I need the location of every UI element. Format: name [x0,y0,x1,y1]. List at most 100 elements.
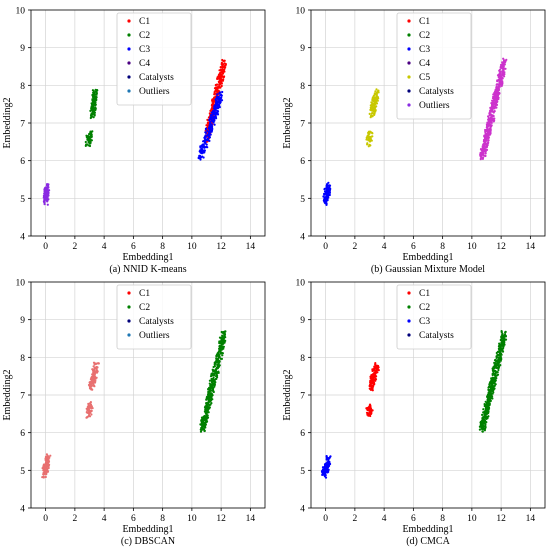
data-point [218,83,221,87]
data-point [499,72,502,75]
data-point [366,143,369,146]
data-point [212,113,215,116]
data-point [486,133,489,136]
data-point [492,120,495,123]
data-point [489,110,492,113]
y-tick-label: 5 [300,195,305,205]
data-point [222,60,225,63]
data-point [205,124,208,127]
data-point [218,102,222,105]
data-point [87,408,90,411]
data-point [480,424,483,427]
data-point [500,347,503,350]
x-tick-label: 2 [73,242,78,252]
data-point [323,190,327,193]
data-point [216,371,219,374]
x-tick-label: 8 [160,514,165,524]
data-point [224,64,227,67]
legend-marker [127,75,131,79]
data-point [368,140,372,143]
chart-panel-3: 0 2 4 6 8 10 12 14 4 5 6 7 8 9 10 Embedding1 Embedding2 (… [2,279,266,547]
legend-label: C4 [419,59,430,69]
data-point [89,410,92,413]
legend-marker [407,75,411,79]
data-point [210,126,213,129]
legend-marker [407,89,411,93]
data-point [326,461,329,464]
data-point [327,194,330,197]
y-tick-label: 8 [300,82,305,92]
data-point [490,389,493,392]
data-point [502,68,505,71]
data-point [483,143,486,147]
data-point [222,72,225,75]
y-tick-label: 9 [20,44,25,54]
data-point [490,387,493,390]
data-point [46,200,49,203]
x-tick-label: 12 [496,514,506,524]
data-point [216,97,219,100]
data-point [211,119,214,122]
y-tick-label: 7 [20,120,25,130]
data-point [223,333,227,336]
data-point [487,388,490,391]
x-tick-label: 4 [102,514,107,524]
data-point [329,187,332,191]
data-point [503,59,506,62]
data-point [214,104,217,107]
data-point [95,93,98,96]
x-tick-label: 14 [246,514,256,524]
data-point [498,92,501,95]
data-point [94,381,97,384]
legend-label: C2 [139,303,150,313]
data-point [94,106,97,109]
data-point [215,377,218,380]
data-point [215,375,218,378]
chart-panel-1: 0 2 4 6 8 10 12 14 4 5 6 7 8 9 10 Embedding1 Embedding2 (… [2,7,266,275]
data-point [209,393,212,396]
y-axis-label: Embedding2 [282,97,293,148]
data-point [220,348,223,351]
data-point [198,154,201,157]
data-point [94,362,98,365]
y-tick-label: 4 [20,233,25,243]
legend-marker [407,47,411,51]
data-point [375,101,378,104]
data-point [479,158,482,161]
legend-label: Catalysts [419,87,454,97]
data-point [484,145,487,149]
x-tick-label: 14 [526,514,536,524]
data-point [210,402,213,405]
legend-label: Outliers [139,87,170,97]
data-point [502,339,505,342]
data-point [486,122,489,125]
panel-caption: (a) NNID K-means [109,264,186,275]
data-point [214,115,217,119]
x-tick-label: 6 [411,242,416,252]
data-point [223,335,226,338]
scatter-points [320,330,508,479]
legend-label: Catalysts [139,73,174,83]
data-point [204,405,207,408]
data-point [496,373,500,376]
data-point [490,106,493,109]
data-point [94,95,97,98]
data-point [491,381,494,384]
data-point [42,200,46,203]
x-tick-label: 0 [323,514,328,524]
data-point [368,112,371,115]
x-tick-label: 0 [43,514,48,524]
chart-panel-4: 0 2 4 6 8 10 12 14 4 5 6 7 8 9 10 Embedding1 Embedding2 (… [282,279,546,547]
data-point [484,152,487,155]
scatter-points [42,58,227,206]
data-point [372,98,375,101]
data-point [369,407,372,411]
data-point [95,366,98,369]
data-point [93,373,96,376]
data-point [47,194,50,197]
data-point [201,425,204,428]
data-point [500,84,503,87]
data-point [482,151,485,154]
data-point [328,186,331,189]
data-point [210,396,213,399]
